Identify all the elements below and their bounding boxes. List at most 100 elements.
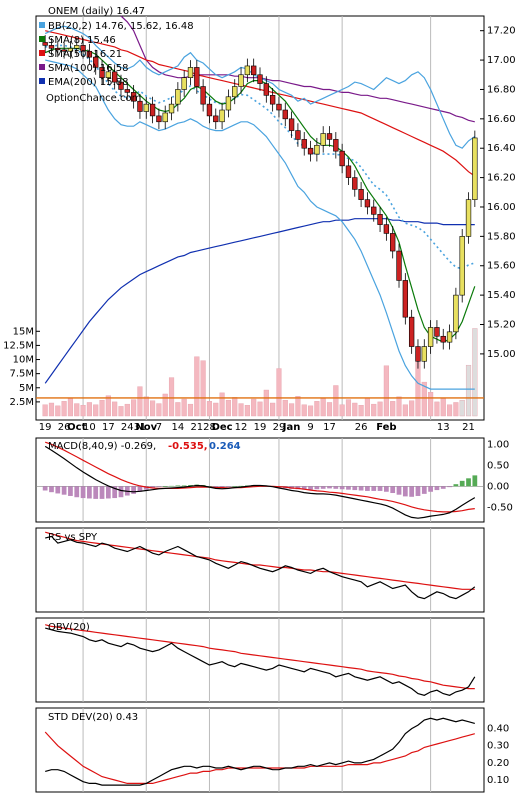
candle-body [130,92,137,102]
macd-histogram-bar [55,486,61,494]
volume-bar [440,398,446,417]
volume-bar [150,400,156,417]
candle-body [238,74,244,87]
volume-bar [459,399,465,417]
macd-histogram-bar [434,486,440,491]
price-tick-label: 17.20 [487,26,516,37]
macd-histogram-bar [156,486,162,487]
date-tick-label: 9 [307,422,313,433]
macd-histogram-bar [384,486,389,492]
date-tick-label: 10 [83,422,96,433]
volume-bar [244,405,250,417]
legend-swatch-sma50 [39,50,45,56]
macd-histogram-bar [169,485,174,487]
macd-histogram-bar [295,486,301,490]
volume-bar [156,403,162,417]
macd-histogram-bar [459,480,465,487]
volume-bar [42,404,48,417]
macd-histogram-bar [131,486,136,494]
macd-histogram-bar [390,486,396,494]
candle-body [333,139,339,152]
macd-histogram-bar [453,484,459,487]
volume-bar [289,403,295,417]
volume-bar [453,402,459,417]
date-tick-label: Jan [282,422,301,433]
candle-body [377,214,383,225]
macd-histogram-bar [68,486,73,496]
macd-tick-label: -0.50 [487,502,513,513]
volume-bar [80,405,86,417]
candle-body [427,327,434,347]
volume-bar [434,401,440,417]
date-tick-label: 7 [156,422,162,433]
volume-bar [225,399,231,417]
stddev-line [45,717,475,786]
candle-body [225,96,232,111]
legend-bb: BB(20,2) 14.76, 15.62, 16.48 [48,21,194,32]
candle-body [48,45,55,49]
legend-swatch-ema200 [39,78,45,84]
candle-body [206,103,213,117]
candle-body [168,103,175,114]
macd-histogram-bar [137,486,143,492]
bb-lower-line [45,59,475,390]
macd-histogram-bar [402,486,408,497]
macd-title: MACD(8,40,9) -0.269, [48,441,156,452]
candle-body [352,177,358,190]
candle-body [472,137,478,200]
volume-bar [371,403,377,417]
bb-middle-line [45,44,476,270]
volume-bar [263,389,269,417]
macd-tick-label: 0.50 [487,460,509,471]
price-tick-label: 17.00 [487,55,516,66]
macd-histogram-bar [346,486,351,490]
volume-bar [48,402,55,417]
legend-ema200: EMA(200) 15.88 [48,77,128,88]
candle-body [61,49,67,52]
candle-body [124,89,130,93]
volume-bar [339,404,345,417]
volume-bar [257,401,263,417]
axis-ticks: 17.20 17.00 16.80 16.60 16.40 16.20 16.00 15.80… [3,26,516,786]
price-series [36,15,484,417]
volume-bar [238,403,244,417]
candle-body [326,133,333,140]
rs-average-line [45,531,475,590]
legend-swatch-bb [39,22,45,28]
candle-body [143,103,149,112]
candle-body [415,346,421,362]
macd-histogram-bar [371,486,377,491]
volume-tick-label: 10M [13,355,34,366]
price-tick-label: 16.40 [487,143,516,154]
macd-histogram-bar [42,486,48,491]
stddev-average-line [44,731,475,784]
volume-bar [112,401,118,417]
macd-histogram-bar [181,485,187,487]
macd-histogram-bar [93,486,99,499]
candle-body [187,67,194,79]
date-tick-label: 17 [102,422,115,433]
volume-bar [74,403,80,417]
candle-body [232,86,238,98]
macd-histogram-bar [112,486,118,499]
price-tick-label: 16.20 [487,173,516,184]
candle-body [251,65,257,76]
sma100-line [120,15,475,123]
obv-line [45,627,476,696]
volume-bar [55,405,61,417]
volume-tick-label: 2.5M [9,397,34,408]
volume-bar [219,392,225,417]
macd-histogram-bar [150,486,155,488]
candle-body [295,130,301,140]
candle-body [320,133,326,146]
macd-histogram-value: 0.264 [209,441,241,452]
macd-tick-label: 1.00 [487,439,509,450]
candle-body [339,150,345,167]
candle-body [137,100,143,112]
date-tick-label: 17 [323,422,336,433]
candle-body [364,199,371,208]
stddev-tick-label: 0.20 [487,758,509,769]
stddev-panel [35,707,485,793]
macd-histogram-bar [118,486,124,498]
